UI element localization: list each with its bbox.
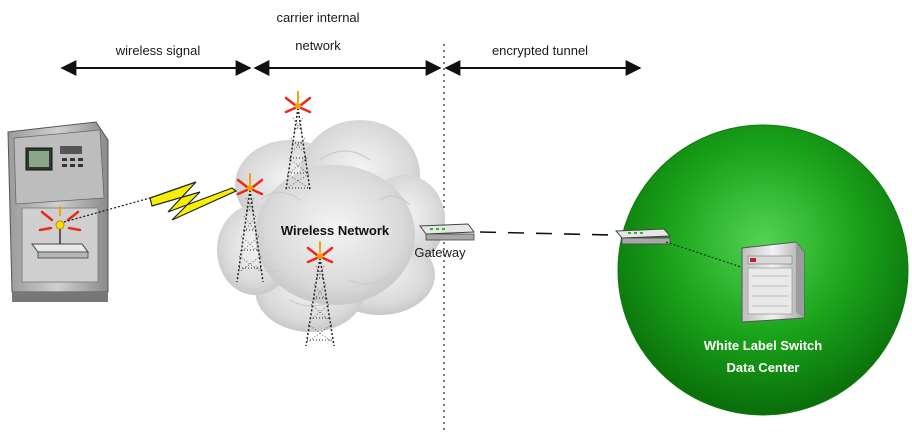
gateway-router-icon xyxy=(419,223,475,241)
lightning-bolt-icon xyxy=(149,181,238,221)
atm-terminal-icon xyxy=(7,121,109,302)
network-switch-icon xyxy=(614,228,672,245)
data-center-label-line2: Data Center xyxy=(727,360,800,375)
encrypted-tunnel-label: encrypted tunnel xyxy=(492,43,588,58)
wireless-network-label: Wireless Network xyxy=(281,223,390,238)
wireless-modem-icon xyxy=(31,206,89,259)
encrypted-tunnel-line xyxy=(479,231,613,236)
carrier-internal-label-line1: carrier internal xyxy=(276,10,359,25)
gateway-label: Gateway xyxy=(414,245,466,260)
switch-server-link xyxy=(665,241,745,269)
cell-tower-icon xyxy=(236,173,264,283)
cell-tower-icon xyxy=(284,91,312,191)
cloud-icon xyxy=(217,120,445,332)
modem-link-line xyxy=(63,197,151,223)
data-center-label-line1: White Label Switch xyxy=(704,338,823,353)
carrier-internal-label-line2: network xyxy=(295,38,341,53)
cell-tower-icon xyxy=(305,241,335,347)
wireless-signal-label: wireless signal xyxy=(115,43,201,58)
server-rack-icon xyxy=(741,241,805,323)
